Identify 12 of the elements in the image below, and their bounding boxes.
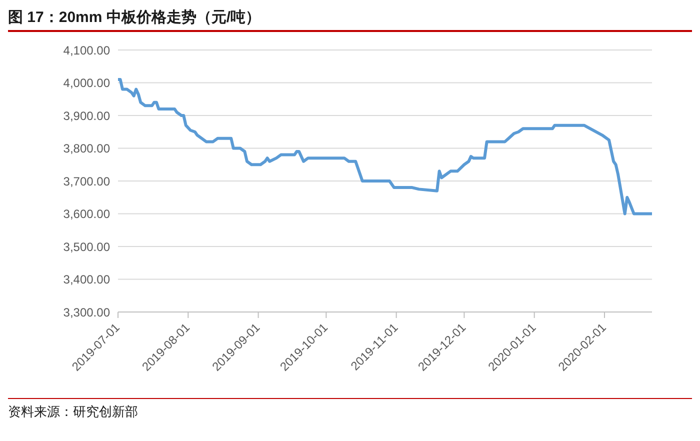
y-tick-label: 3,800.00 [63, 142, 110, 156]
line-series [118, 78, 652, 216]
y-tick-label: 3,400.00 [63, 272, 110, 287]
y-tick-label: 4,000.00 [63, 76, 110, 90]
chart-title: 图 17：20mm 中板价格走势（元/吨） [8, 8, 262, 28]
text: 资料来源：研究创新部 [8, 403, 139, 421]
y-tick-label: 3,700.00 [63, 174, 110, 188]
y-tick-label: 3,300.00 [63, 305, 110, 320]
y-tick-label: 3,900.00 [63, 108, 110, 123]
y-tick-label: 3,600.00 [63, 207, 110, 222]
y-tick-label: 4,100.00 [63, 43, 110, 58]
y-tick-label: 3,500.00 [63, 240, 110, 254]
